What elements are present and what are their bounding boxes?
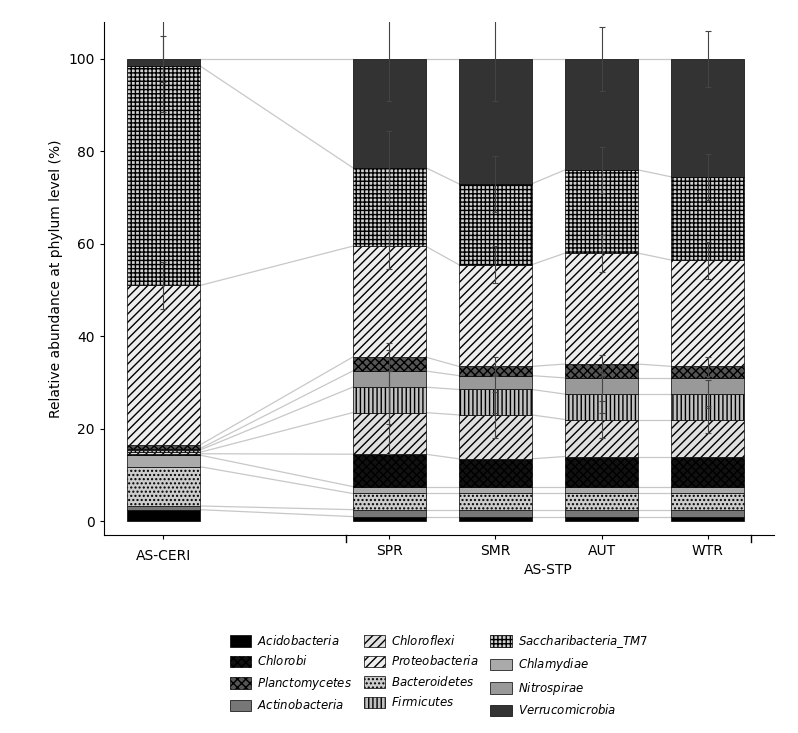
Bar [565, 419, 638, 457]
Bar [353, 493, 425, 509]
Bar [127, 467, 200, 506]
Bar [671, 394, 745, 419]
Bar [459, 184, 531, 265]
Bar [353, 357, 425, 371]
Legend: $\it{Acidobacteria}$, $\it{Chlorobi}$, $\it{Planctomycetes}$, $\it{Actinobacteri: $\it{Acidobacteria}$, $\it{Chlorobi}$, $… [225, 628, 653, 722]
Bar [565, 378, 638, 394]
Bar [127, 452, 200, 454]
Bar [127, 506, 200, 509]
Bar [671, 419, 745, 457]
Text: AS-CERI: AS-CERI [136, 549, 191, 563]
Bar [127, 59, 200, 66]
Bar [459, 487, 531, 493]
Bar [127, 454, 200, 455]
Bar [459, 509, 531, 517]
Bar [353, 517, 425, 521]
Bar [459, 375, 531, 389]
Bar [565, 59, 638, 170]
Bar [565, 364, 638, 378]
Bar [671, 59, 745, 177]
Bar [353, 454, 425, 487]
Bar [671, 509, 745, 517]
Bar [459, 389, 531, 415]
Bar [127, 449, 200, 450]
Bar [671, 487, 745, 493]
Bar [353, 168, 425, 246]
Bar [565, 253, 638, 364]
Bar [353, 487, 425, 493]
Bar [353, 246, 425, 357]
Bar [127, 445, 200, 449]
Bar [127, 66, 200, 285]
Bar [353, 59, 425, 168]
Bar [671, 378, 745, 394]
Bar [459, 415, 531, 459]
Bar [459, 366, 531, 375]
Bar [565, 170, 638, 253]
Bar [671, 517, 745, 521]
Bar [459, 265, 531, 366]
Bar [127, 285, 200, 445]
Text: AS-STP: AS-STP [524, 563, 573, 577]
Bar [353, 387, 425, 413]
Y-axis label: Relative abundance at phylum level (%): Relative abundance at phylum level (%) [49, 139, 63, 418]
Bar [671, 366, 745, 378]
Bar [353, 371, 425, 387]
Bar [565, 517, 638, 521]
Bar [459, 59, 531, 184]
Bar [565, 394, 638, 419]
Bar [565, 509, 638, 517]
Bar [671, 177, 745, 260]
Bar [565, 487, 638, 493]
Bar [459, 493, 531, 509]
Bar [459, 517, 531, 521]
Bar [671, 457, 745, 487]
Bar [459, 459, 531, 487]
Bar [565, 457, 638, 487]
Bar [353, 413, 425, 454]
Bar [127, 455, 200, 467]
Bar [127, 450, 200, 452]
Bar [127, 509, 200, 521]
Bar [565, 493, 638, 509]
Bar [671, 260, 745, 366]
Bar [671, 493, 745, 509]
Bar [353, 509, 425, 517]
